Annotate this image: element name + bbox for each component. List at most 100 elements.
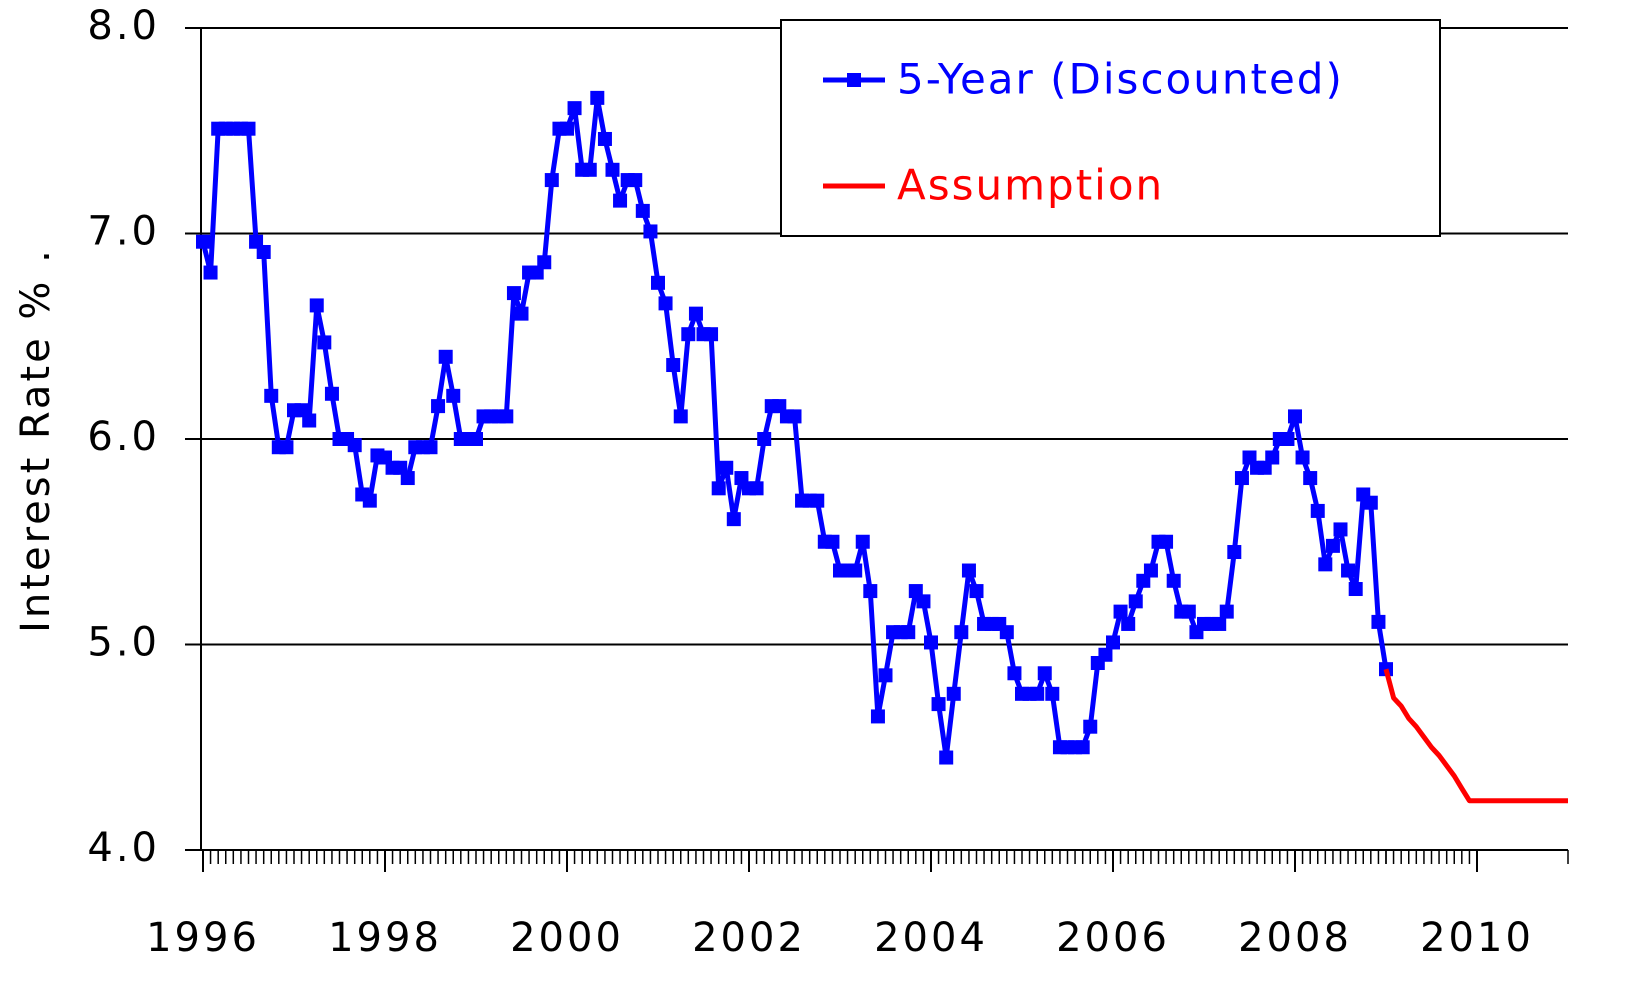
point-marker xyxy=(1098,647,1113,662)
point-marker xyxy=(347,438,362,453)
point-marker xyxy=(537,255,552,270)
point-marker xyxy=(1143,563,1158,578)
point-marker xyxy=(514,306,529,321)
point-marker xyxy=(1181,604,1196,619)
point-marker xyxy=(848,563,863,578)
point-marker xyxy=(870,709,885,724)
point-marker xyxy=(1348,582,1363,597)
point-marker xyxy=(431,399,446,414)
point-marker xyxy=(317,335,332,350)
point-marker xyxy=(704,327,719,342)
x-tick-label: 2004 xyxy=(874,915,988,961)
point-marker xyxy=(560,121,574,136)
point-marker xyxy=(582,162,597,177)
point-marker xyxy=(302,413,317,428)
point-marker xyxy=(628,173,643,188)
x-tick-label: 2008 xyxy=(1238,915,1352,961)
point-marker xyxy=(438,349,453,364)
x-tick-label: 1996 xyxy=(146,915,260,961)
point-marker xyxy=(1303,471,1318,486)
point-marker xyxy=(362,493,377,508)
point-marker xyxy=(1234,471,1249,486)
point-marker xyxy=(711,481,726,496)
point-marker xyxy=(643,224,658,239)
point-marker xyxy=(1212,616,1227,631)
point-marker xyxy=(1159,534,1174,549)
point-marker xyxy=(1227,545,1242,560)
point-marker xyxy=(863,584,878,599)
legend-label: 5-Year (Discounted) xyxy=(897,55,1344,104)
point-marker xyxy=(309,298,324,313)
x-tick-label: 2010 xyxy=(1420,915,1534,961)
point-marker xyxy=(1288,409,1302,424)
point-marker xyxy=(1106,635,1120,650)
point-marker xyxy=(658,296,673,311)
point-marker xyxy=(946,686,961,701)
point-marker xyxy=(954,625,969,640)
legend-box xyxy=(780,19,1441,237)
point-marker xyxy=(1007,666,1022,681)
point-marker xyxy=(264,388,279,403)
point-marker xyxy=(1030,686,1045,701)
y-tick-label: 5.0 xyxy=(87,620,160,666)
point-marker xyxy=(1045,686,1060,701)
point-marker xyxy=(673,409,688,424)
point-marker xyxy=(787,409,802,424)
point-marker xyxy=(1121,616,1136,631)
point-marker xyxy=(1166,573,1181,588)
point-marker xyxy=(1371,614,1386,629)
point-marker xyxy=(499,409,514,424)
point-marker xyxy=(446,388,461,403)
point-marker xyxy=(1265,450,1280,465)
point-marker xyxy=(1333,522,1348,537)
legend-marker xyxy=(847,73,861,87)
y-tick-label: 4.0 xyxy=(87,825,160,871)
point-marker xyxy=(1113,604,1128,619)
point-marker xyxy=(203,265,218,280)
point-marker xyxy=(256,244,271,259)
y-axis-label: Interest Rate % . xyxy=(13,247,59,633)
point-marker xyxy=(651,275,665,290)
point-marker xyxy=(469,432,483,446)
point-marker xyxy=(961,563,976,578)
point-marker xyxy=(681,327,696,342)
y-tick-label: 7.0 xyxy=(87,209,160,255)
point-marker xyxy=(400,471,415,486)
x-tick-label: 2000 xyxy=(510,915,624,961)
point-marker xyxy=(931,697,946,712)
point-marker xyxy=(901,625,916,640)
point-marker xyxy=(1341,563,1356,578)
point-marker xyxy=(726,512,741,527)
point-marker xyxy=(605,162,620,177)
point-marker xyxy=(1280,432,1295,446)
legend-label: Assumption xyxy=(897,161,1164,210)
x-tick-label: 2006 xyxy=(1056,915,1170,961)
series-line xyxy=(1383,668,1568,804)
y-tick-label: 6.0 xyxy=(87,414,160,460)
point-marker xyxy=(423,440,438,455)
point-marker xyxy=(1219,604,1234,619)
point-marker xyxy=(999,625,1014,640)
point-marker xyxy=(825,534,840,549)
point-marker xyxy=(757,432,772,446)
point-marker xyxy=(688,306,703,321)
point-marker xyxy=(613,193,628,208)
point-marker xyxy=(279,440,294,455)
point-marker xyxy=(590,90,605,105)
point-marker xyxy=(506,286,521,301)
point-marker xyxy=(916,594,931,609)
point-marker xyxy=(567,101,582,116)
point-marker xyxy=(1075,740,1090,755)
point-marker xyxy=(324,386,339,401)
point-marker xyxy=(1295,450,1310,465)
point-marker xyxy=(544,173,559,188)
point-marker xyxy=(719,460,734,475)
point-marker xyxy=(1083,719,1098,734)
point-marker xyxy=(597,131,612,146)
point-marker xyxy=(1310,503,1325,518)
point-marker xyxy=(878,668,893,683)
point-marker xyxy=(924,635,938,650)
point-marker xyxy=(855,534,870,549)
point-marker xyxy=(939,750,954,765)
